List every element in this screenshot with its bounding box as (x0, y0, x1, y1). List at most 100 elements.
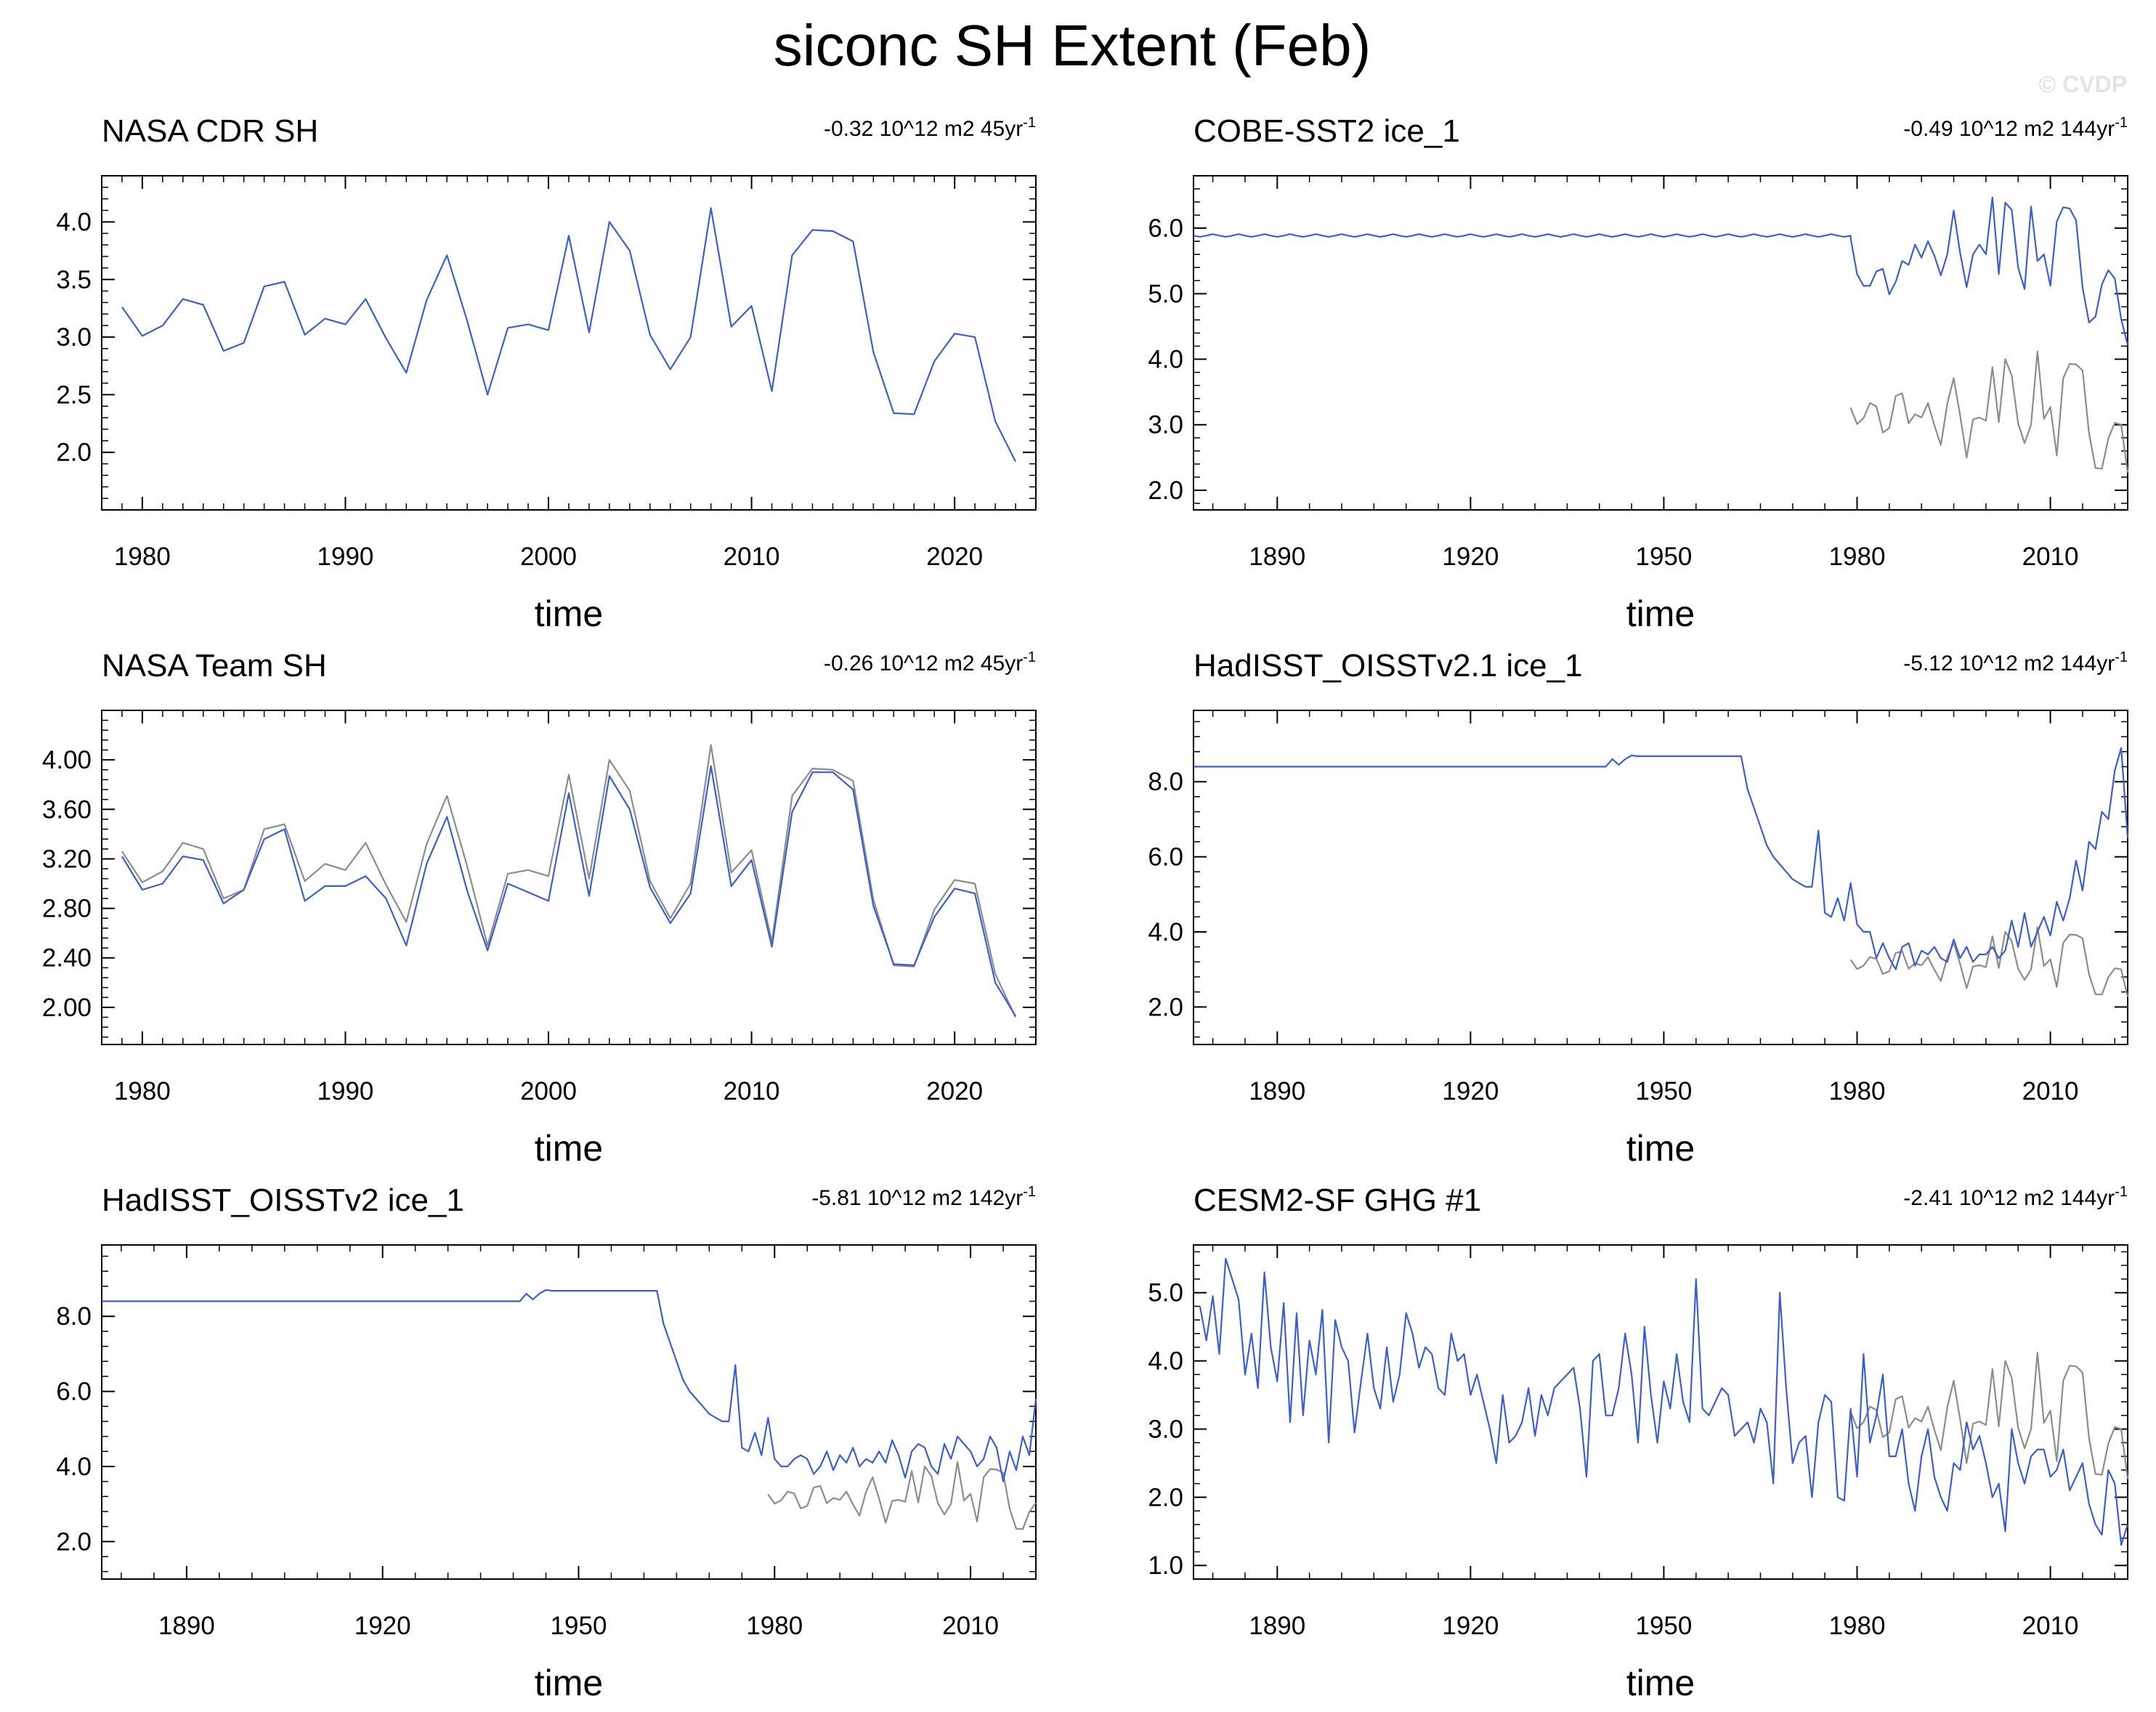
y-tick-label: 4.00 (42, 746, 92, 774)
x-tick-label: 1920 (1442, 543, 1499, 571)
x-tick-label: 1890 (1249, 1612, 1305, 1640)
panel-title: NASA Team SH (102, 648, 327, 683)
series-line (1199, 1257, 2129, 1546)
trend-label: -2.41 10^12 m2 144yr-1 (1903, 1184, 2128, 1210)
y-tick-label: 8.0 (1148, 768, 1183, 796)
x-tick-label: 2010 (724, 543, 780, 571)
panel-title: HadISST_OISSTv2 ice_1 (102, 1182, 464, 1218)
plot-frame (1193, 710, 2128, 1045)
chart-panel-3: NASA Team SH -0.26 10^12 m2 45yr-1 1980 199… (42, 648, 1037, 1169)
plot-frame (101, 1244, 1037, 1580)
x-axis-label: time (535, 593, 603, 634)
y-tick-label: 6.0 (1148, 214, 1183, 243)
panel-title: CESM2-SF GHG #1 (1194, 1182, 1481, 1218)
x-tick-label: 1950 (1635, 1612, 1692, 1640)
x-tick-label: 1980 (114, 543, 171, 571)
obs-series-line (1849, 1352, 2129, 1480)
x-tick-label: 1920 (354, 1612, 411, 1640)
y-tick-label: 3.0 (56, 323, 92, 352)
panel-title: NASA CDR SH (102, 113, 318, 149)
plot-frame (1193, 1244, 2128, 1580)
x-tick-label: 1990 (317, 1077, 374, 1106)
y-tick-label: 2.0 (56, 439, 92, 467)
chart-panel-1: NASA CDR SH -0.32 10^12 m2 45yr-1 1980 1990… (56, 113, 1037, 634)
series-line (102, 1289, 1037, 1482)
x-tick-label: 2010 (2022, 1077, 2079, 1106)
x-tick-label: 2010 (724, 1077, 780, 1106)
y-tick-label: 2.0 (1148, 993, 1183, 1021)
y-tick-label: 4.0 (56, 1453, 92, 1481)
y-tick-label: 2.0 (1148, 1483, 1183, 1512)
x-axis-label: time (1626, 593, 1695, 634)
x-axis-label: time (1626, 1128, 1695, 1169)
obs-series-line (121, 744, 1016, 1018)
x-tick-label: 2010 (2022, 543, 2079, 571)
y-tick-label: 1.0 (1148, 1551, 1183, 1580)
series-line (1193, 196, 2129, 345)
trend-label: -5.12 10^12 m2 144yr-1 (1903, 649, 2128, 676)
y-tick-label: 3.60 (42, 795, 92, 824)
y-tick-label: 6.0 (1148, 843, 1183, 872)
panel-title: HadISST_OISSTv2.1 ice_1 (1194, 648, 1583, 683)
y-tick-label: 2.80 (42, 895, 92, 923)
y-tick-label: 6.0 (56, 1378, 92, 1406)
trend-label: -5.81 10^12 m2 142yr-1 (811, 1184, 1036, 1210)
x-axis-label: time (535, 1663, 603, 1703)
panels: NASA CDR SH -0.32 10^12 m2 45yr-1 1980 1990… (42, 113, 2129, 1703)
x-tick-label: 1990 (317, 543, 374, 571)
x-tick-label: 1980 (1829, 1612, 1886, 1640)
obs-series-line (1849, 350, 2129, 473)
y-tick-label: 8.0 (56, 1302, 92, 1331)
x-tick-label: 1890 (1249, 543, 1305, 571)
y-tick-label: 4.0 (1148, 346, 1183, 374)
x-tick-label: 1980 (114, 1077, 171, 1106)
chart-panel-2: COBE-SST2 ice_1 -0.49 10^12 m2 144yr-1 189… (1148, 113, 2129, 634)
y-tick-label: 3.20 (42, 845, 92, 873)
x-tick-label: 2000 (520, 543, 577, 571)
x-tick-label: 2010 (942, 1612, 999, 1640)
figure-title: siconc SH Extent (Feb) (774, 13, 1371, 78)
chart-panel-4: HadISST_OISSTv2.1 ice_1 -5.12 10^12 m2 14… (1148, 648, 2129, 1169)
y-tick-label: 2.5 (56, 381, 92, 409)
x-tick-label: 2000 (520, 1077, 577, 1106)
y-tick-label: 2.40 (42, 944, 92, 973)
panel-title: COBE-SST2 ice_1 (1194, 113, 1460, 149)
x-tick-label: 1950 (551, 1612, 607, 1640)
y-tick-label: 3.0 (1148, 1415, 1183, 1443)
x-axis-label: time (535, 1128, 603, 1169)
x-tick-label: 1980 (746, 1612, 803, 1640)
chart-panel-6: CESM2-SF GHG #1 -2.41 10^12 m2 144yr-1 189… (1148, 1182, 2129, 1703)
y-tick-label: 2.00 (42, 994, 92, 1022)
x-tick-label: 1980 (1829, 543, 1886, 571)
trend-label: -0.49 10^12 m2 144yr-1 (1903, 115, 2128, 141)
plot-frame (1193, 175, 2128, 511)
y-tick-label: 2.0 (56, 1528, 92, 1556)
y-tick-label: 4.0 (1148, 918, 1183, 946)
y-tick-label: 3.5 (56, 266, 92, 294)
y-tick-label: 4.0 (1148, 1347, 1183, 1376)
trend-label: -0.26 10^12 m2 45yr-1 (824, 649, 1036, 676)
plot-frame (101, 710, 1037, 1045)
obs-series-line (767, 1461, 1037, 1530)
series-line (1194, 747, 2129, 970)
series-line (121, 207, 1016, 462)
y-tick-label: 3.0 (1148, 411, 1183, 439)
x-tick-label: 2020 (926, 543, 983, 571)
x-tick-label: 2010 (2022, 1612, 2079, 1640)
x-tick-label: 1980 (1829, 1077, 1886, 1106)
x-tick-label: 1890 (1249, 1077, 1305, 1106)
y-tick-label: 4.0 (56, 208, 92, 236)
trend-label: -0.32 10^12 m2 45yr-1 (824, 115, 1036, 141)
y-tick-label: 5.0 (1148, 1279, 1183, 1307)
chart-panel-5: HadISST_OISSTv2 ice_1 -5.81 10^12 m2 142y… (56, 1182, 1037, 1703)
x-axis-label: time (1626, 1663, 1695, 1703)
x-tick-label: 1950 (1635, 1077, 1692, 1106)
y-tick-label: 5.0 (1148, 280, 1183, 308)
x-tick-label: 1890 (158, 1612, 215, 1640)
series-line (121, 765, 1016, 1017)
x-tick-label: 1920 (1442, 1077, 1499, 1106)
watermark: © CVDP (2039, 71, 2127, 97)
y-tick-label: 2.0 (1148, 476, 1183, 505)
x-tick-label: 1920 (1442, 1612, 1499, 1640)
